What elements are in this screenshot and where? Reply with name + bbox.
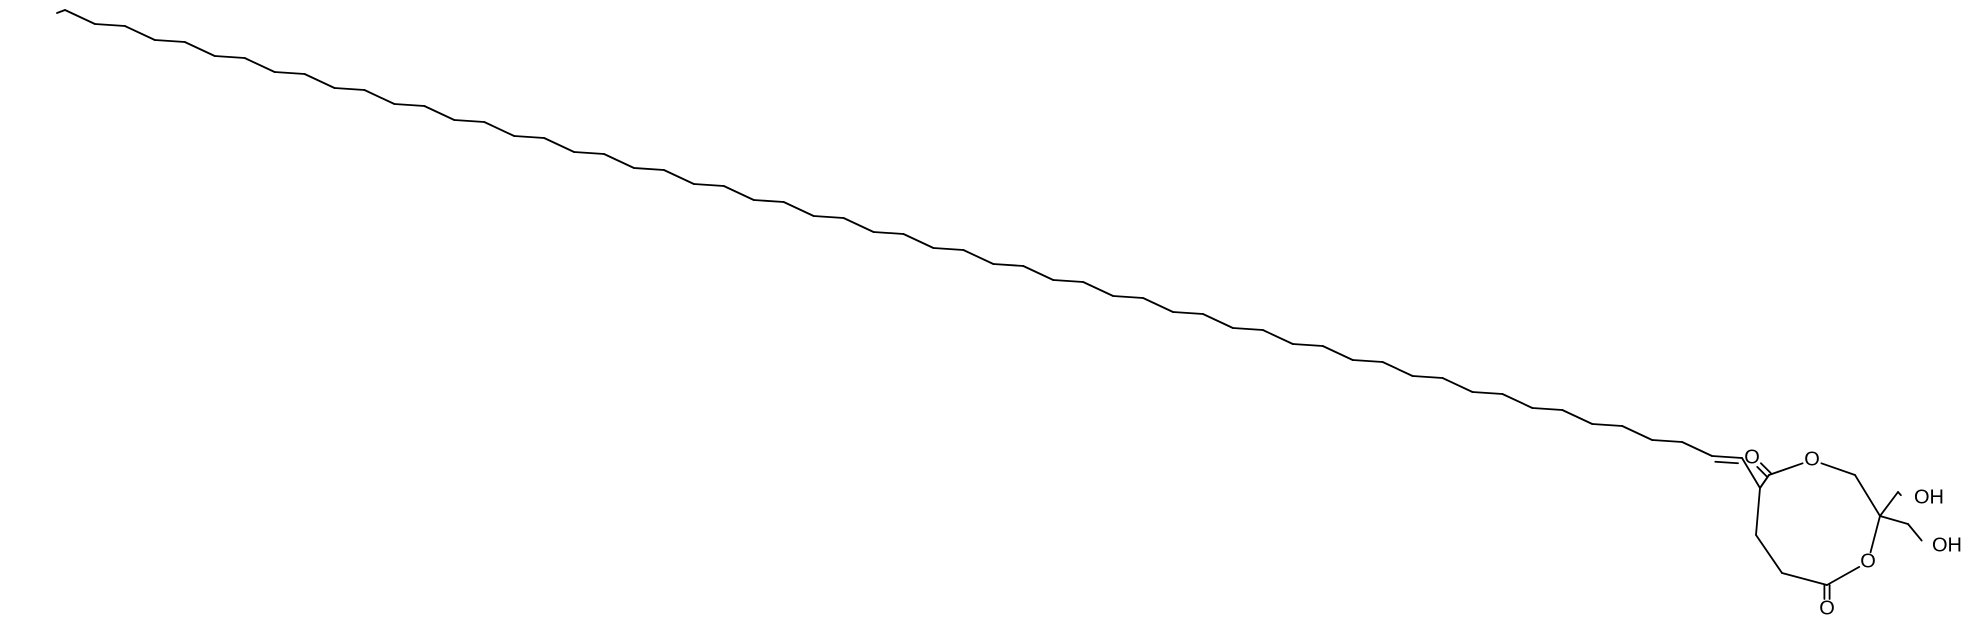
svg-text:O: O <box>1744 446 1760 468</box>
svg-text:O: O <box>1804 448 1820 470</box>
molecule-drawing: O O O O OH OH <box>0 0 1977 619</box>
svg-text:O: O <box>1819 597 1835 619</box>
svg-text:OH: OH <box>1914 486 1944 508</box>
svg-text:OH: OH <box>1932 534 1962 556</box>
svg-text:O: O <box>1860 550 1876 572</box>
